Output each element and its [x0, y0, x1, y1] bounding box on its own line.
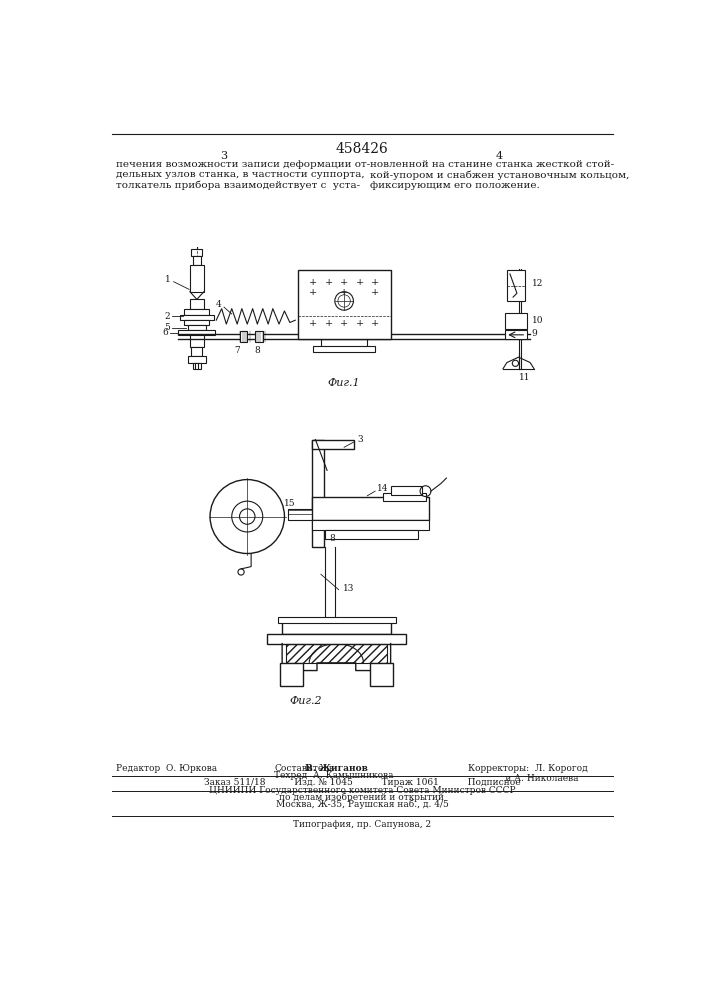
Text: 6: 6 — [162, 328, 168, 337]
Text: +: + — [356, 319, 363, 328]
Bar — [180, 315, 214, 320]
Text: В. Жиганов: В. Жиганов — [302, 764, 368, 773]
Bar — [391, 486, 421, 495]
Text: +: + — [340, 288, 349, 297]
Bar — [187, 356, 206, 363]
Text: Фиг.2: Фиг.2 — [289, 696, 322, 706]
Text: новленной на станине станка жесткой стой-
кой-упором и снабжен установочным коль: новленной на станине станка жесткой стой… — [370, 160, 629, 190]
Bar — [298, 270, 391, 339]
Text: +: + — [325, 319, 333, 328]
Bar — [288, 509, 313, 520]
Text: +: + — [340, 278, 349, 287]
Text: Типография, пр. Сапунова, 2: Типография, пр. Сапунова, 2 — [293, 820, 431, 829]
Text: 458426: 458426 — [336, 142, 388, 156]
Bar — [240, 331, 247, 342]
Bar — [185, 309, 209, 315]
Text: Заказ 511/18          Изд. № 1045          Тираж 1061          Подписное: Заказ 511/18 Изд. № 1045 Тираж 1061 Подп… — [204, 778, 520, 787]
Bar — [190, 335, 204, 347]
Text: 8: 8 — [329, 534, 335, 543]
Bar — [190, 265, 204, 292]
Text: 3: 3 — [357, 435, 363, 444]
Text: 1: 1 — [165, 275, 171, 284]
Text: 3: 3 — [221, 151, 228, 161]
Bar — [312, 497, 428, 520]
Text: +: + — [371, 288, 379, 297]
Text: 14: 14 — [377, 484, 388, 493]
Text: по делам изобретений и открытий: по делам изобретений и открытий — [279, 793, 445, 802]
Bar — [383, 493, 426, 501]
Bar — [506, 312, 527, 329]
Text: +: + — [371, 319, 379, 328]
Bar — [506, 330, 527, 339]
Text: 4: 4 — [216, 300, 221, 309]
Text: +: + — [340, 319, 349, 328]
Bar — [192, 249, 202, 256]
Text: Москва, Ж-35, Раушская наб., д. 4/5: Москва, Ж-35, Раушская наб., д. 4/5 — [276, 800, 448, 809]
Bar — [325, 530, 418, 539]
Text: +: + — [309, 278, 317, 287]
Text: +: + — [309, 319, 317, 328]
Bar — [507, 270, 525, 301]
Bar — [192, 347, 202, 356]
Text: 2: 2 — [165, 312, 170, 321]
Bar — [282, 620, 391, 634]
Text: ЦНИИПИ Государственного комитета Совета Министров СССР: ЦНИИПИ Государственного комитета Совета … — [209, 786, 515, 795]
Bar — [190, 299, 204, 309]
Circle shape — [240, 509, 255, 524]
Text: 10: 10 — [532, 316, 543, 325]
Text: Корректоры:  Л. Корогод
             и А. Николаева: Корректоры: Л. Корогод и А. Николаева — [468, 764, 588, 783]
Text: +: + — [325, 278, 333, 287]
Bar — [370, 663, 393, 686]
Bar — [279, 617, 396, 623]
Text: 12: 12 — [532, 279, 543, 288]
Text: Редактор  О. Юркова: Редактор О. Юркова — [115, 764, 216, 773]
Text: +: + — [309, 288, 317, 297]
Text: печения возможности записи деформации от-
дельных узлов станка, в частности супп: печения возможности записи деформации от… — [115, 160, 370, 190]
Text: 11: 11 — [519, 373, 531, 382]
Text: +: + — [356, 278, 363, 287]
Text: 8: 8 — [255, 346, 260, 355]
Bar — [312, 520, 428, 530]
Bar — [280, 663, 303, 686]
Text: Фиг.1: Фиг.1 — [328, 378, 361, 388]
Bar — [255, 331, 263, 342]
Bar — [178, 330, 216, 335]
Bar — [312, 440, 354, 449]
Text: Техред  А. Камышникова: Техред А. Камышникова — [274, 771, 394, 780]
Text: 9: 9 — [532, 329, 537, 338]
Bar — [286, 644, 387, 663]
Text: 13: 13 — [343, 584, 354, 593]
Bar — [313, 346, 375, 352]
Bar — [185, 320, 209, 325]
Text: 7: 7 — [234, 346, 240, 355]
Bar — [193, 256, 201, 265]
Bar — [187, 325, 206, 330]
Bar — [193, 363, 201, 369]
Bar — [267, 634, 406, 644]
Text: Составитель: Составитель — [274, 764, 334, 773]
Text: +: + — [371, 278, 379, 287]
Bar — [312, 440, 324, 547]
Text: 5: 5 — [165, 323, 170, 332]
Text: 4: 4 — [496, 151, 503, 161]
Text: 15: 15 — [284, 499, 296, 508]
